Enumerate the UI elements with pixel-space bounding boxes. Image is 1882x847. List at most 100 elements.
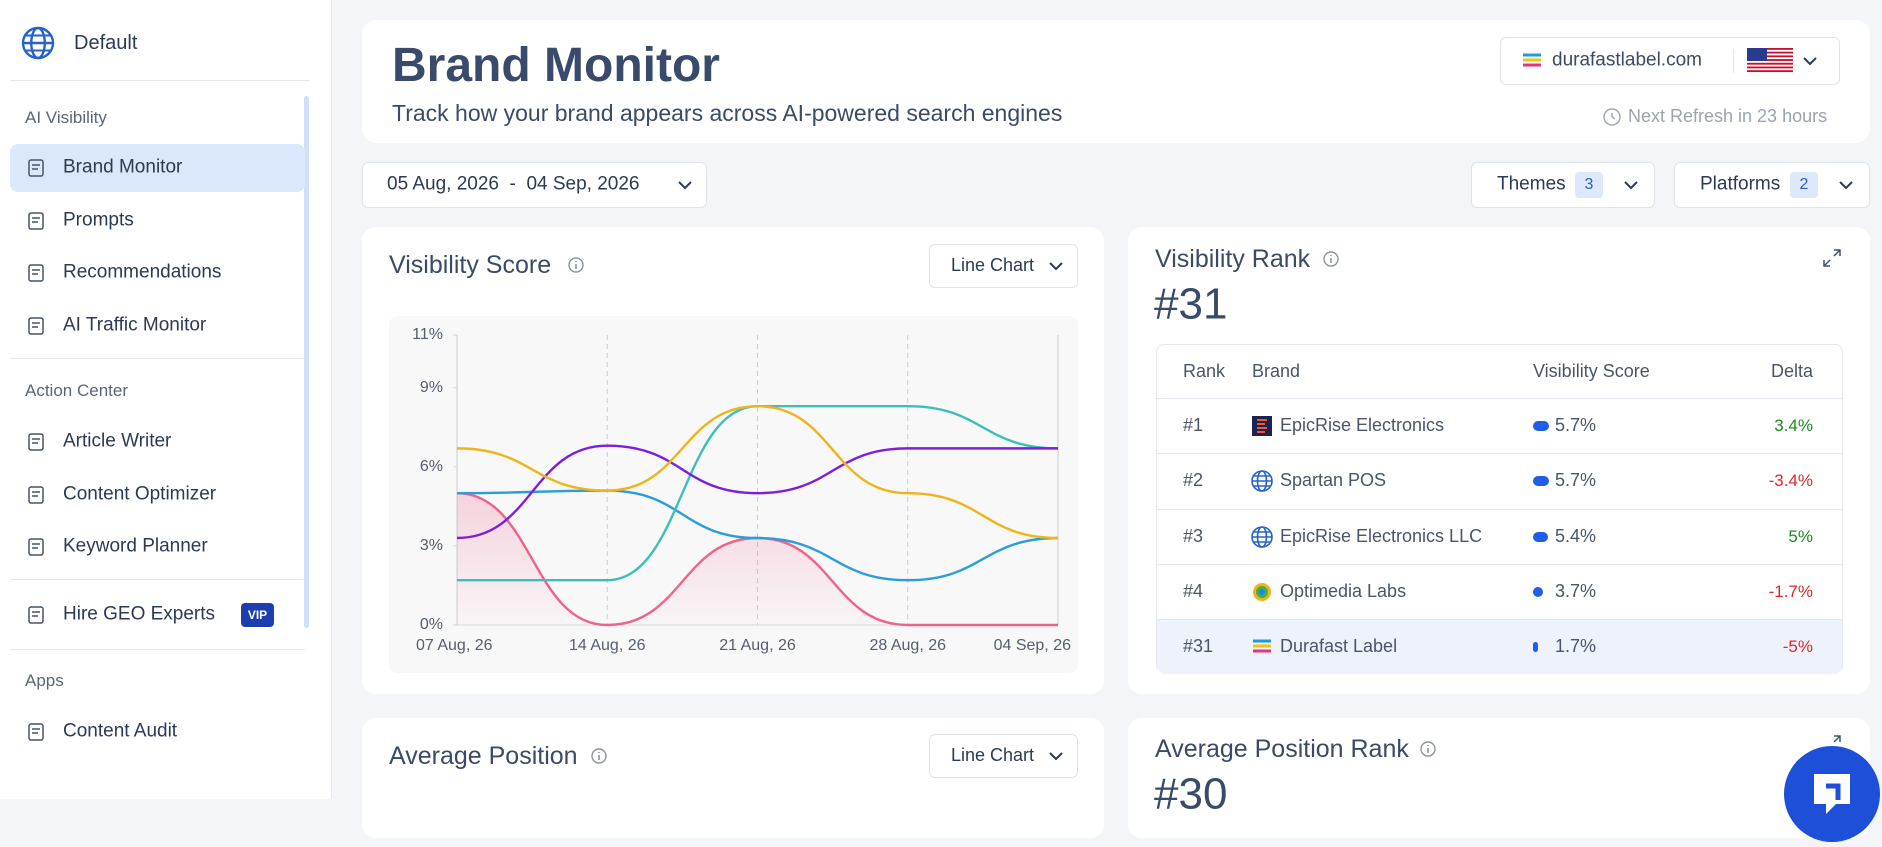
brand-cell: Optimedia Labs — [1280, 581, 1407, 602]
brand-cell: Spartan POS — [1280, 470, 1387, 491]
rank-cell: #1 — [1183, 415, 1204, 436]
nav-icon — [28, 433, 44, 451]
column-header: Brand — [1252, 361, 1301, 382]
nav-icon — [28, 317, 44, 335]
brand-logo — [1252, 416, 1272, 436]
nav-icon — [28, 723, 44, 741]
divider — [1733, 49, 1734, 73]
nav-item[interactable]: Content Optimizer — [63, 483, 217, 505]
nav-item[interactable]: Article Writer — [63, 430, 172, 452]
nav-item[interactable]: Recommendations — [63, 261, 222, 283]
chevron — [1803, 57, 1817, 66]
brand-cell: EpicRise Electronics LLC — [1280, 525, 1483, 546]
expand-icon — [1823, 249, 1841, 267]
row-highlight — [1157, 620, 1842, 675]
country-flag — [1747, 48, 1793, 73]
score-cell: 3.7% — [1555, 581, 1597, 602]
brand-logo — [1253, 582, 1271, 601]
nav-item[interactable]: Hire GEO Experts — [63, 603, 216, 625]
score-bar — [1533, 476, 1549, 487]
series-line — [456, 404, 1059, 540]
themes-filter[interactable] — [1471, 162, 1655, 208]
filter-count: 2 — [1790, 172, 1818, 198]
nav-item[interactable]: Brand Monitor — [63, 156, 183, 178]
x-tick-label: 21 Aug, 26 — [719, 637, 796, 654]
chevron — [1049, 752, 1063, 761]
platforms-filter[interactable] — [1674, 162, 1870, 208]
sidebar: Default AI Visibility Brand Monitor Prompts… — [0, 0, 332, 799]
x-tick-label: 28 Aug, 26 — [869, 637, 946, 654]
nav-group-title: AI Visibility — [25, 107, 107, 127]
series-line — [457, 404, 1059, 582]
clock-icon — [1603, 108, 1621, 126]
info-icon — [591, 748, 607, 764]
vip-badge: VIP — [241, 603, 274, 627]
row-separator — [1157, 619, 1842, 621]
workspace-icon — [21, 26, 55, 60]
y-tick-label: 11% — [412, 326, 443, 343]
score-bar — [1533, 586, 1544, 597]
series-line — [456, 444, 1058, 540]
card-title: Average Position Rank — [1155, 735, 1409, 763]
nav-icon — [28, 538, 44, 556]
brand-logo — [1251, 470, 1273, 493]
score-bar — [1533, 421, 1549, 431]
row-separator — [1157, 398, 1842, 399]
info-icon — [1323, 251, 1339, 267]
rank-value: #30 — [1154, 769, 1228, 819]
info-icon — [568, 257, 584, 273]
chevron — [1049, 262, 1063, 271]
expand-icon — [1833, 735, 1841, 743]
filter-label: Platforms — [1700, 173, 1781, 195]
brand-cell: EpicRise Electronics — [1280, 415, 1445, 436]
delta-cell: -1.7% — [1768, 581, 1813, 601]
score-bar — [1533, 531, 1549, 542]
workspace-name: Default — [74, 32, 138, 54]
y-tick-label: 3% — [420, 537, 443, 554]
row-separator — [1157, 508, 1842, 510]
row-separator — [1157, 563, 1842, 565]
rank-title: Visibility Rank — [1155, 245, 1311, 273]
nav-icon — [28, 486, 44, 504]
rank-cell: #4 — [1183, 581, 1204, 602]
page-title: Brand Monitor — [392, 39, 720, 93]
chat-icon — [1814, 774, 1850, 814]
brand-cell: Durafast Label — [1280, 636, 1398, 657]
nav-item-active[interactable] — [10, 144, 305, 192]
chevron — [678, 181, 692, 190]
nav-item[interactable]: Prompts — [63, 209, 134, 231]
nav-item[interactable]: AI Traffic Monitor — [63, 314, 207, 336]
series-area — [457, 493, 1058, 625]
view-dropdown-label: Line Chart — [951, 255, 1035, 276]
x-tick-label: 14 Aug, 26 — [569, 637, 646, 654]
divider — [10, 80, 310, 81]
chart-title: Visibility Score — [389, 251, 552, 279]
chart: 0% 3% 6% 9% 11% 07 Aug, 26 14 Aug, 26 21 Aug, 2… — [389, 316, 1078, 673]
main: Brand Monitor Track how your brand appear… — [362, 20, 1880, 842]
refresh-text: Next Refresh in 23 hours — [1628, 106, 1828, 127]
score-bar — [1533, 642, 1538, 653]
delta-cell: 3.4% — [1774, 415, 1813, 435]
domain-logo — [1523, 53, 1541, 67]
delta-cell: -5% — [1782, 636, 1813, 656]
info-icon — [1420, 741, 1436, 757]
column-header: Delta — [1770, 361, 1813, 382]
row-separator — [1157, 453, 1842, 455]
nav-item[interactable]: Content Audit — [63, 720, 178, 742]
chat-button[interactable] — [1784, 746, 1880, 842]
score-cell: 5.7% — [1555, 470, 1597, 491]
column-header: Rank — [1183, 361, 1226, 382]
score-cell: 5.7% — [1555, 415, 1597, 436]
rank-card — [1128, 227, 1870, 694]
filter-label: Themes — [1497, 173, 1566, 195]
filter-count: 3 — [1575, 172, 1603, 198]
x-tick-label: 07 Aug, 26 — [416, 637, 493, 654]
page-subtitle: Track how your brand appears across AI-p… — [392, 100, 1063, 127]
nav-item[interactable]: Keyword Planner — [63, 535, 208, 557]
domain-selector[interactable] — [1500, 37, 1840, 85]
date-range-picker[interactable] — [362, 162, 707, 208]
nav-group-title: Action Center — [25, 380, 128, 400]
delta-cell: 5% — [1788, 526, 1813, 546]
rank-value: #31 — [1154, 279, 1228, 329]
